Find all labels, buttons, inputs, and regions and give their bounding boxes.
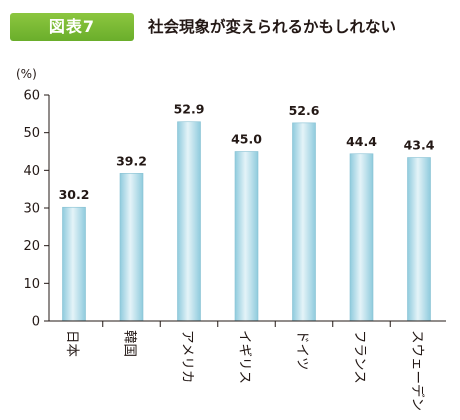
bar-value-label: 30.2 bbox=[59, 187, 90, 202]
chart-title: 社会現象が変えられるかもしれない bbox=[148, 18, 397, 36]
y-tick-label: 40 bbox=[23, 164, 40, 179]
bar bbox=[62, 206, 86, 322]
y-tick-label: 60 bbox=[23, 89, 40, 104]
y-tick-label: 10 bbox=[23, 277, 40, 292]
x-category-label: スウェーデン bbox=[409, 330, 426, 411]
y-axis-unit: (%) bbox=[16, 67, 37, 81]
bar-value-label: 43.4 bbox=[404, 138, 435, 153]
x-category-label: 韓国 bbox=[122, 330, 138, 357]
bar bbox=[349, 153, 374, 322]
bar bbox=[234, 151, 259, 322]
figure-number-badge: 図表7 bbox=[10, 13, 134, 41]
bar bbox=[177, 121, 201, 322]
x-category-label: ドイツ bbox=[294, 330, 310, 371]
bar-value-label: 45.0 bbox=[231, 132, 262, 147]
y-tick-label: 20 bbox=[23, 239, 40, 254]
bar-value-label: 52.6 bbox=[289, 103, 320, 118]
bar bbox=[119, 173, 144, 322]
x-axis: 日本 韓国 アメリカ イギリス ドイツ フランス スウェーデン bbox=[49, 320, 446, 411]
y-tick-label: 0 bbox=[32, 315, 40, 330]
bar bbox=[292, 122, 316, 322]
bar-value-label: 52.9 bbox=[174, 102, 205, 117]
bar-value-label: 44.4 bbox=[346, 134, 377, 149]
y-axis: 0 10 20 30 40 50 60 bbox=[23, 89, 50, 330]
bars-group: 30.2 39.2 52.9 45.0 52.6 44.4 43.4 bbox=[59, 102, 435, 322]
x-category-label: 日本 bbox=[64, 330, 80, 357]
y-tick-label: 30 bbox=[23, 202, 40, 217]
bar-value-label: 39.2 bbox=[116, 153, 147, 168]
bar bbox=[407, 157, 431, 322]
y-tick-label: 50 bbox=[23, 126, 40, 141]
x-category-label: イギリス bbox=[237, 330, 253, 384]
x-category-label: フランス bbox=[352, 330, 368, 384]
x-category-label: アメリカ bbox=[179, 330, 195, 383]
